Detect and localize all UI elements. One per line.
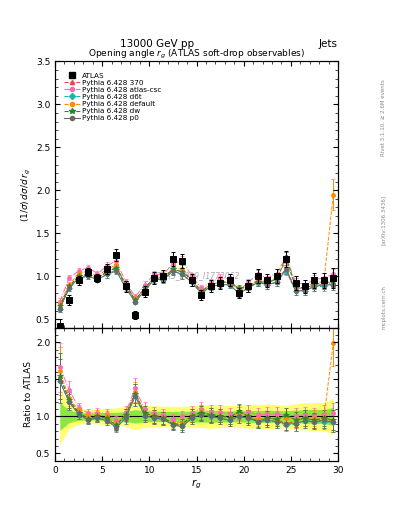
Text: ATLAS_2019_I1772062: ATLAS_2019_I1772062 bbox=[153, 271, 240, 280]
Y-axis label: $(1/\sigma)\,d\sigma/d\,r_g$: $(1/\sigma)\,d\sigma/d\,r_g$ bbox=[20, 167, 33, 222]
Text: mcplots.cern.ch: mcplots.cern.ch bbox=[381, 285, 386, 329]
Text: Jets: Jets bbox=[319, 38, 338, 49]
Text: Rivet 3.1.10, ≥ 2.6M events: Rivet 3.1.10, ≥ 2.6M events bbox=[381, 79, 386, 156]
Y-axis label: Ratio to ATLAS: Ratio to ATLAS bbox=[24, 361, 33, 427]
X-axis label: $r_g$: $r_g$ bbox=[191, 477, 202, 491]
Legend: ATLAS, Pythia 6.428 370, Pythia 6.428 atlas-csc, Pythia 6.428 d6t, Pythia 6.428 : ATLAS, Pythia 6.428 370, Pythia 6.428 at… bbox=[61, 70, 164, 123]
Text: [arXiv:1306.3436]: [arXiv:1306.3436] bbox=[381, 195, 386, 245]
Text: 13000 GeV pp: 13000 GeV pp bbox=[120, 38, 194, 49]
Title: Opening angle $r_g$ (ATLAS soft-drop observables): Opening angle $r_g$ (ATLAS soft-drop obs… bbox=[88, 48, 305, 61]
